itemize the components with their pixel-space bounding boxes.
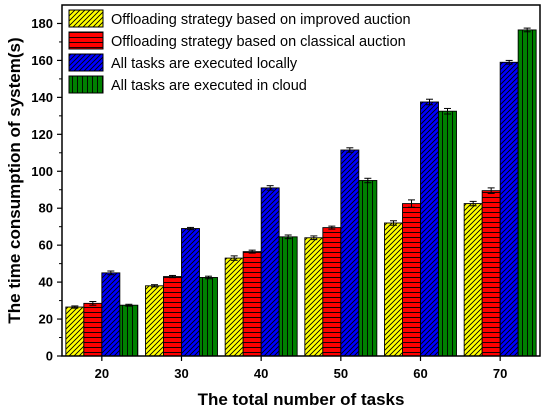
- legend-label: Offloading strategy based on classical a…: [111, 34, 406, 50]
- bar-2: [322, 227, 342, 357]
- y-tick-label: 180: [31, 16, 53, 31]
- error-bar: [505, 59, 513, 65]
- legend-label: Offloading strategy based on improved au…: [111, 12, 411, 28]
- y-tick-label: 40: [39, 275, 53, 290]
- error-bar: [364, 177, 372, 184]
- bar-1: [304, 237, 324, 357]
- error-bar: [89, 301, 97, 306]
- bar-1: [224, 257, 244, 357]
- bar-2: [83, 302, 103, 357]
- error-bar: [230, 255, 238, 261]
- x-tick-label: 40: [254, 366, 268, 381]
- bar-3: [101, 272, 121, 357]
- error-bar: [284, 234, 292, 240]
- x-tick-label: 50: [334, 366, 348, 381]
- error-bar: [71, 305, 79, 309]
- x-tick-label: 30: [174, 366, 188, 381]
- error-bar: [328, 225, 336, 230]
- bar-3: [499, 61, 519, 357]
- error-bar: [248, 249, 256, 254]
- plot-frame: [61, 4, 541, 357]
- bar-4: [119, 304, 139, 357]
- error-bar: [107, 270, 115, 276]
- error-bar: [444, 107, 451, 115]
- error-bar: [346, 147, 354, 153]
- bars-layer: [65, 27, 537, 357]
- x-tick-label: 20: [95, 366, 109, 381]
- bar-4: [438, 110, 457, 357]
- legend-item: Offloading strategy based on improved au…: [68, 9, 411, 28]
- error-bar: [205, 275, 212, 280]
- x-tick-label: 60: [413, 366, 427, 381]
- legend-item: All tasks are executed locally: [68, 53, 298, 72]
- error-bar: [187, 226, 194, 231]
- y-tick-label: 0: [46, 349, 53, 364]
- bar-3: [420, 101, 439, 357]
- y-tick-label: 60: [39, 238, 53, 253]
- bar-4: [199, 277, 218, 357]
- bar-3: [181, 228, 200, 357]
- bar-4: [278, 236, 298, 357]
- error-bar: [426, 98, 433, 106]
- bar-2: [242, 251, 262, 357]
- error-bar: [523, 27, 531, 33]
- error-bar: [469, 200, 477, 207]
- error-bar: [266, 185, 274, 191]
- legend-item: All tasks are executed in cloud: [68, 75, 307, 94]
- bar-3: [340, 149, 360, 357]
- error-bar: [125, 303, 133, 307]
- error-bar: [487, 187, 495, 194]
- axes-layer: 0 20 40 60 80 100 120 140 160 180 20 30 40 50 60 70: [31, 16, 507, 381]
- bar-3: [260, 187, 280, 357]
- error-bar: [390, 220, 397, 226]
- bar-4: [358, 180, 378, 357]
- bar-4: [517, 29, 537, 357]
- x-tick-label: 70: [493, 366, 507, 381]
- legend-label: All tasks are executed in cloud: [111, 78, 307, 94]
- error-bar: [169, 274, 176, 279]
- error-bar: [408, 199, 415, 208]
- legend: Offloading strategy based on improved au…: [68, 9, 411, 94]
- bar-2: [163, 276, 182, 357]
- bar-1: [65, 306, 85, 357]
- error-bar: [310, 235, 318, 241]
- y-tick-label: 140: [31, 90, 53, 105]
- x-axis-title: The total number of tasks: [198, 390, 405, 409]
- bar-1: [145, 285, 164, 357]
- y-axis-title: The time consumption of system(s): [5, 37, 24, 323]
- error-bar: [151, 284, 158, 288]
- bar-2: [402, 203, 421, 357]
- legend-item: Offloading strategy based on classical a…: [68, 31, 406, 50]
- y-tick-label: 120: [31, 127, 53, 142]
- y-tick-label: 80: [39, 201, 53, 216]
- y-tick-label: 160: [31, 53, 53, 68]
- legend-label: All tasks are executed locally: [111, 56, 298, 72]
- bar-1: [463, 203, 483, 357]
- y-tick-label: 100: [31, 164, 53, 179]
- bar-1: [384, 222, 403, 357]
- bar-2: [481, 190, 501, 357]
- y-tick-label: 20: [39, 312, 53, 327]
